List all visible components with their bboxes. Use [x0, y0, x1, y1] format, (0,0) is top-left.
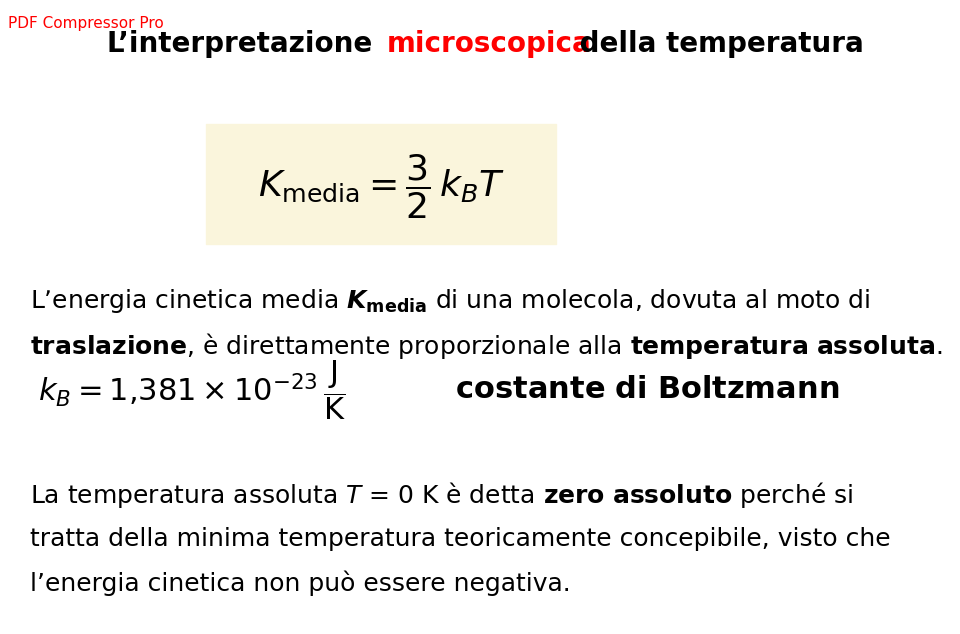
Text: PDF Compressor Pro: PDF Compressor Pro: [8, 16, 163, 31]
Text: della temperatura: della temperatura: [570, 30, 864, 58]
Text: La temperatura assoluta $T$ = 0 K è detta $\mathbf{zero\ assoluto}$ perché si: La temperatura assoluta $T$ = 0 K è dett…: [31, 479, 854, 510]
Text: $\mathbf{traslazione}$, è direttamente proporzionale alla $\mathbf{temperatura\ : $\mathbf{traslazione}$, è direttamente p…: [31, 330, 943, 361]
Text: $\mathit{\mathbf{costante\ di\ Boltzmann}}$: $\mathit{\mathbf{costante\ di\ Boltzmann…: [396, 375, 839, 404]
Text: l’energia cinetica non può essere negativa.: l’energia cinetica non può essere negati…: [31, 571, 571, 596]
Text: L’interpretazione: L’interpretazione: [107, 30, 381, 58]
Text: L’energia cinetica media $\boldsymbol{K}_{\mathbf{media}}$ di una molecola, dovu: L’energia cinetica media $\boldsymbol{K}…: [31, 287, 871, 315]
Text: $K_{\mathrm{media}} = \dfrac{3}{2}\,k_B T$: $K_{\mathrm{media}} = \dfrac{3}{2}\,k_B …: [257, 153, 504, 221]
Text: tratta della minima temperatura teoricamente concepibile, visto che: tratta della minima temperatura teoricam…: [31, 527, 891, 551]
Text: $k_B = 1{,}381 \times 10^{-23}\,\dfrac{\mathrm{J}}{\mathrm{K}}$: $k_B = 1{,}381 \times 10^{-23}\,\dfrac{\…: [38, 358, 346, 422]
Text: microscopica: microscopica: [386, 30, 591, 58]
FancyBboxPatch shape: [205, 124, 556, 244]
